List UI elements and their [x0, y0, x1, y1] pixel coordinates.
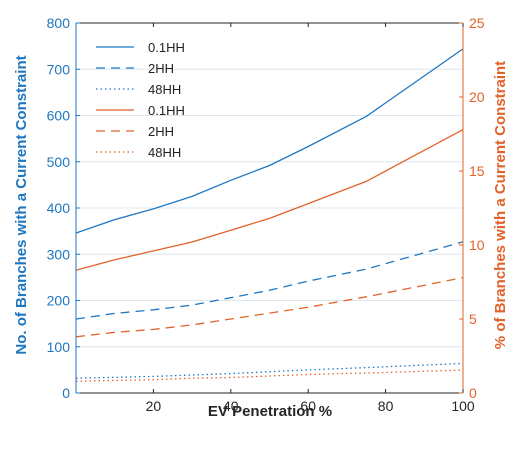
series-line-left-solid — [75, 48, 464, 234]
legend-label: 48HH — [148, 82, 181, 97]
series-line-right-dashed — [75, 276, 464, 338]
legend: 0.1HH 2HH 48HH 0.1HH 2HH 48HH — [96, 40, 185, 160]
x-tick-label: 40 — [223, 398, 239, 414]
y-right-tick-label: 5 — [469, 311, 477, 327]
y-left-tick-label: 200 — [47, 293, 71, 309]
x-tick-label: 20 — [146, 398, 162, 414]
y-axis-right-label: % of Branches with a Current Constraint — [492, 61, 509, 349]
x-axis-label: EV Penetration % — [208, 403, 332, 420]
y-axis-left-label: No. of Branches with a Current Constrain… — [13, 55, 30, 354]
series-line-right-dotted — [75, 369, 464, 382]
y-right-tick-label: 0 — [469, 385, 477, 401]
series-line-left-dotted — [75, 362, 464, 379]
x-tick-label: 60 — [300, 398, 316, 414]
tick-labels: 20 40 60 80 10001002003004005006007008000510… — [47, 15, 485, 414]
series-lines — [75, 48, 464, 382]
y-right-tick-label: 20 — [469, 89, 485, 105]
y-right-tick-label: 25 — [469, 15, 485, 31]
legend-label: 0.1HH — [148, 40, 185, 55]
series-line-right-solid — [75, 129, 464, 271]
y-right-tick-label: 10 — [469, 237, 485, 253]
legend-label: 2HH — [148, 61, 174, 76]
y-left-tick-label: 0 — [62, 385, 70, 401]
grid-lines — [76, 68, 463, 348]
y-left-tick-label: 400 — [47, 200, 71, 216]
legend-label: 0.1HH — [148, 103, 185, 118]
x-tick-label: 80 — [378, 398, 394, 414]
legend-label: 2HH — [148, 124, 174, 139]
x-tick-label: 100 — [451, 398, 475, 414]
y-left-tick-label: 300 — [47, 246, 71, 262]
y-left-tick-label: 600 — [47, 108, 71, 124]
legend-label: 48HH — [148, 145, 181, 160]
y-left-tick-label: 800 — [47, 15, 71, 31]
axes — [75, 22, 464, 394]
y-left-tick-label: 700 — [47, 61, 71, 77]
series-line-left-dashed — [75, 241, 464, 320]
y-right-tick-label: 15 — [469, 163, 485, 179]
y-left-tick-label: 100 — [47, 339, 71, 355]
y-left-tick-label: 500 — [47, 154, 71, 170]
